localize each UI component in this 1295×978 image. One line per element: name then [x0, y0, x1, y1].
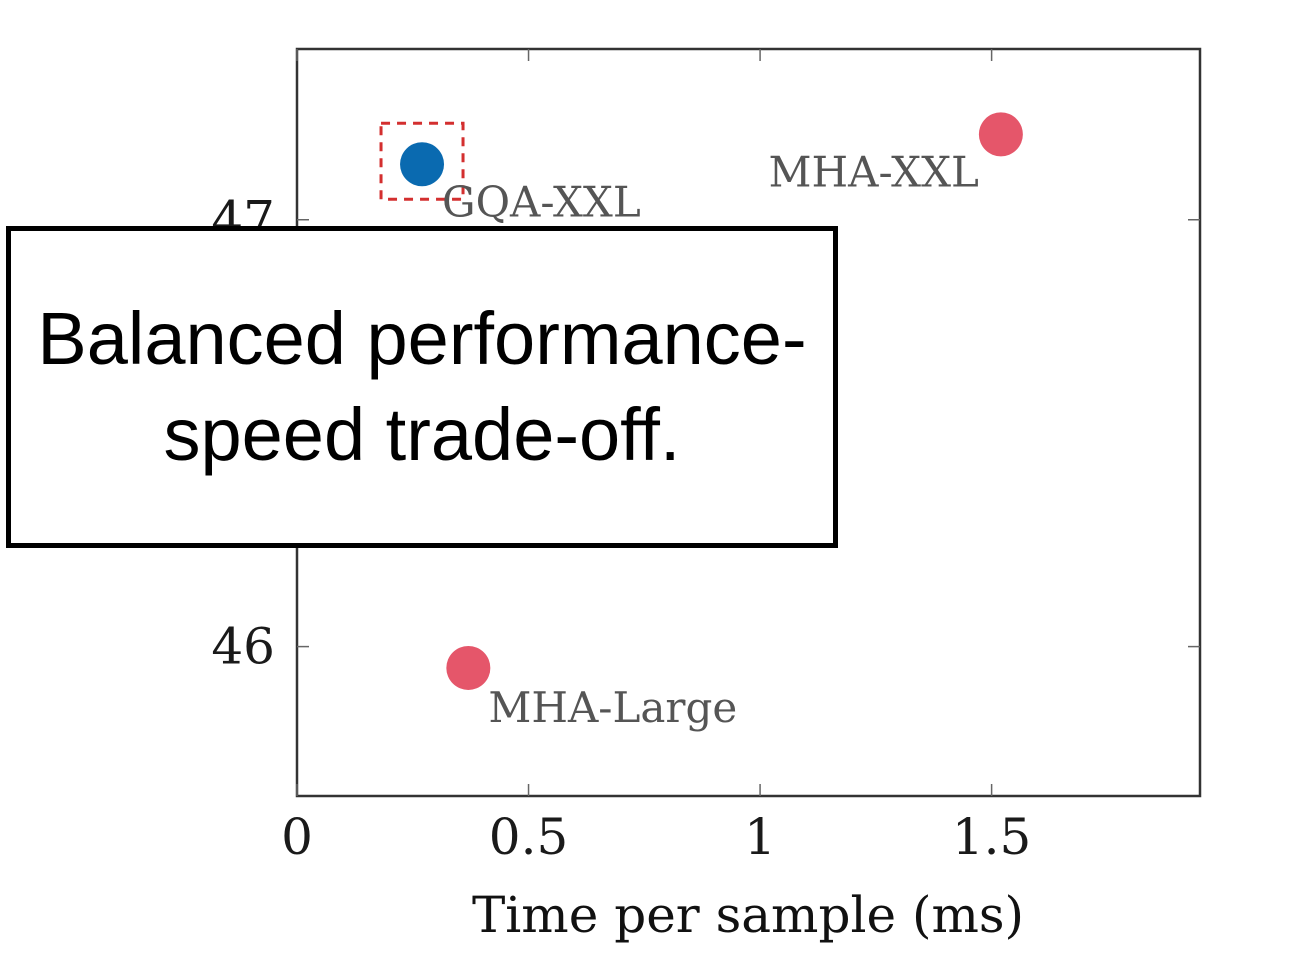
data-point [400, 142, 445, 187]
data-point [978, 112, 1023, 157]
callout-text: Balanced performance-speed trade-off. [37, 297, 807, 476]
point-label: MHA-Large [488, 683, 737, 732]
point-label: MHA-XXL [769, 147, 979, 196]
x-tick-label: 1.5 [952, 808, 1032, 866]
points-layer: GQA-XXL MHA-XXL MHA-Large [379, 112, 1023, 732]
x-tick-label: 0 [281, 808, 313, 866]
x-tick-label: 1 [744, 808, 776, 866]
x-tick-label: 0.5 [489, 808, 569, 866]
data-point [446, 645, 491, 690]
highlight-box [379, 121, 465, 201]
x-axis-label: Time per sample (ms) [472, 886, 1024, 944]
point-label: GQA-XXL [442, 177, 641, 226]
callout-box: Balanced performance-speed trade-off. [6, 226, 838, 548]
y-tick-label: 46 [211, 618, 275, 676]
